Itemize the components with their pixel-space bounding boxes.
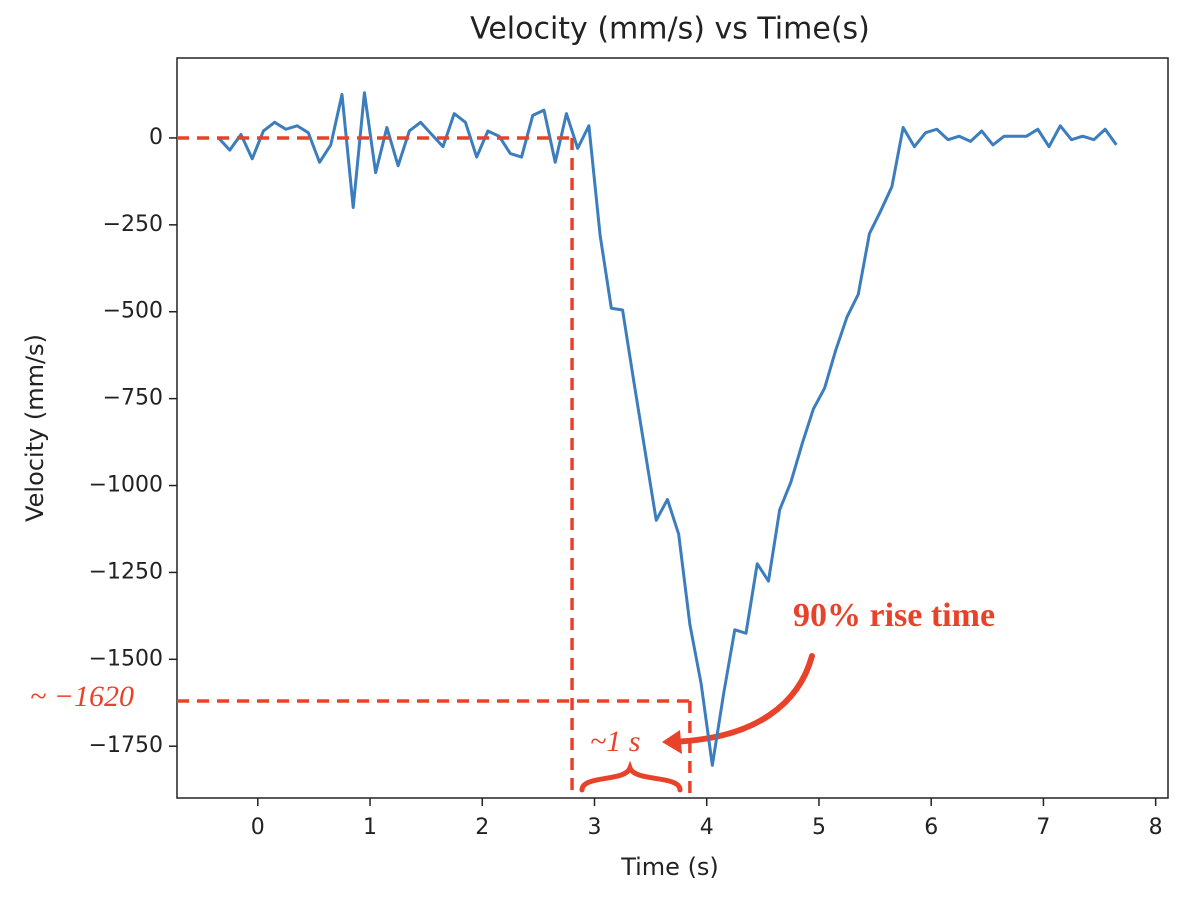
x-tick-label: 5 bbox=[812, 815, 826, 840]
level-annotation: ~ −1620 bbox=[30, 680, 134, 713]
rise-time-annotation: 90% rise time bbox=[793, 597, 995, 634]
x-axis-label: Time (s) bbox=[620, 853, 719, 881]
annotation-brace bbox=[579, 760, 683, 793]
annotation-arrow bbox=[665, 653, 815, 745]
x-tick-label: 4 bbox=[700, 815, 714, 840]
duration-annotation: ~1 s bbox=[590, 725, 640, 758]
y-tick-label: −250 bbox=[103, 212, 163, 237]
plot-frame bbox=[176, 57, 1169, 799]
y-tick-label: −1000 bbox=[89, 473, 163, 498]
x-tick-label: 0 bbox=[251, 815, 265, 840]
y-tick-label: −1750 bbox=[89, 733, 163, 758]
y-tick-label: −500 bbox=[103, 299, 163, 324]
data-line bbox=[217, 91, 1118, 767]
x-tick-label: 6 bbox=[924, 815, 938, 840]
y-tick-label: −1500 bbox=[89, 646, 163, 671]
arrow-head bbox=[662, 730, 682, 754]
chart-title: Velocity (mm/s) vs Time(s) bbox=[470, 12, 870, 47]
x-tick-label: 7 bbox=[1036, 815, 1050, 840]
y-axis-label: Velocity (mm/s) bbox=[21, 334, 49, 522]
x-tick-label: 1 bbox=[363, 815, 377, 840]
x-tick-label: 8 bbox=[1149, 815, 1163, 840]
x-tick-label: 2 bbox=[475, 815, 489, 840]
y-tick-label: 0 bbox=[149, 125, 163, 150]
y-tick-label: −1250 bbox=[89, 559, 163, 584]
x-tick-label: 3 bbox=[587, 815, 601, 840]
y-tick-label: −750 bbox=[103, 386, 163, 411]
